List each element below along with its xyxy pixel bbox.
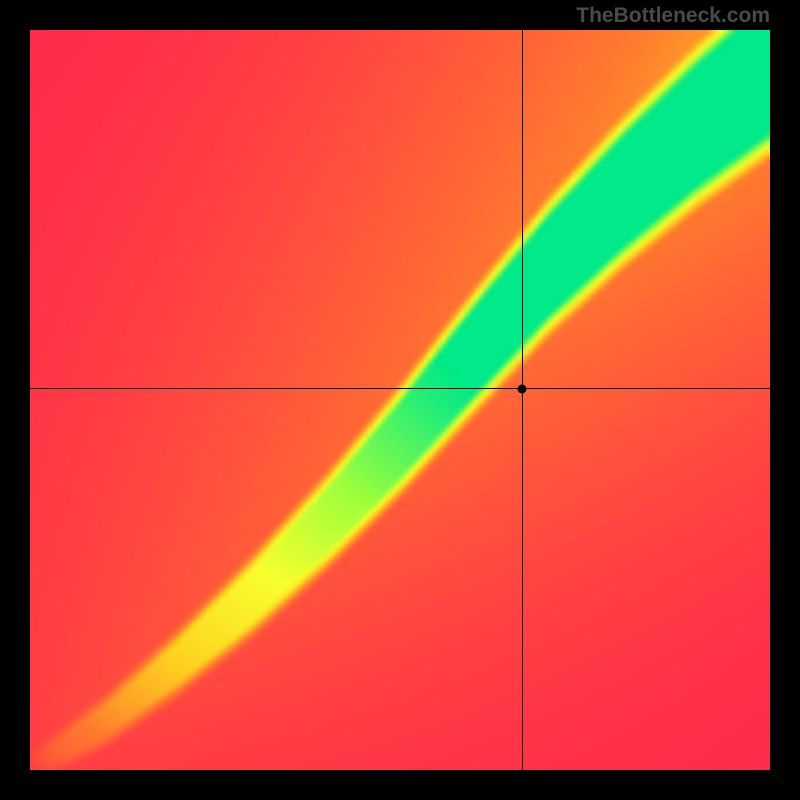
crosshair-horizontal — [30, 388, 770, 389]
bottleneck-heatmap — [30, 30, 770, 770]
crosshair-marker — [518, 384, 527, 393]
chart-container: { "watermark": { "text": "TheBottleneck.… — [0, 0, 800, 800]
watermark-text: TheBottleneck.com — [576, 4, 770, 28]
crosshair-vertical — [522, 30, 523, 770]
